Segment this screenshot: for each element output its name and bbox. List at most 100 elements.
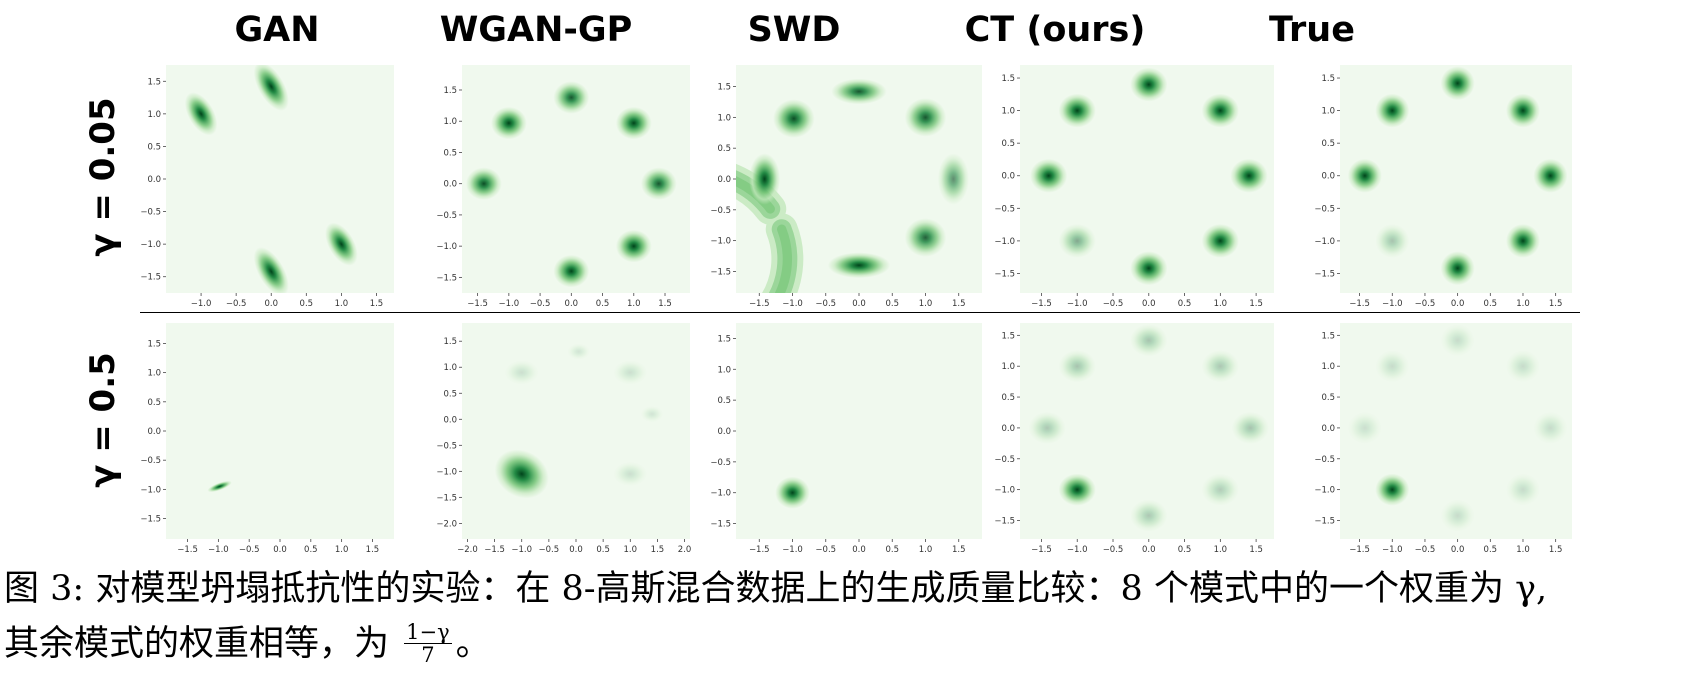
- heatmap-g005-0: 1.5 1.0 0.5 0.0 −0.5 −1.0 −1.5 −1.0 −0.5 0.0 0.5 1.…: [140, 65, 394, 309]
- y-tick-label: 0.0: [717, 175, 731, 185]
- y-tick-label: −1.0: [140, 240, 161, 250]
- y-tick-label: 0.5: [147, 142, 161, 152]
- x-tick-label: 0.0: [264, 299, 278, 309]
- column-title-ct: CT (ours): [964, 10, 1146, 50]
- density-mode: [1375, 473, 1410, 506]
- y-tick-label: −1.0: [436, 467, 457, 477]
- plot-background: [166, 323, 394, 539]
- density-mode: [1440, 499, 1475, 532]
- y-tick-label: 1.5: [1321, 331, 1335, 341]
- y-tick-label: −0.5: [710, 458, 731, 468]
- x-tick-label: 0.0: [852, 299, 866, 309]
- density-mode: [1130, 67, 1168, 102]
- y-tick-label: 0.0: [1001, 424, 1015, 434]
- density-mode: [1230, 158, 1268, 193]
- density-mode: [1201, 93, 1239, 128]
- heatmap-g05-0: 1.5 1.0 0.5 0.0 −0.5 −1.0 −1.5 −1.5 −1.0 −0.5 0.0 0…: [140, 323, 394, 555]
- x-tick-label: 0.0: [569, 545, 583, 555]
- density-mode: [1201, 473, 1239, 506]
- y-tick-label: 0.0: [1321, 172, 1335, 182]
- y-tick-label: −0.5: [1314, 455, 1335, 465]
- density-mode: [494, 449, 549, 499]
- x-tick-label: −1.0: [1067, 545, 1088, 555]
- caption-label: 图 3:: [4, 569, 85, 609]
- plot-background: [736, 323, 982, 539]
- y-tick-label: 0.0: [1001, 172, 1015, 182]
- x-tick-label: 1.0: [919, 545, 933, 555]
- fraction-denominator: 7: [421, 643, 435, 667]
- density-mode: [1130, 251, 1168, 286]
- x-tick-label: −0.5: [226, 299, 247, 309]
- density-mode: [1058, 473, 1096, 506]
- y-tick-label: −1.0: [994, 237, 1015, 247]
- caption-text-2: 其余模式的权重相等，为: [4, 624, 390, 664]
- y-tick-label: −1.5: [140, 515, 161, 525]
- caption-fraction: 1−γ 7: [404, 621, 452, 666]
- x-tick-label: 0.0: [1142, 299, 1156, 309]
- x-tick-label: −1.0: [511, 545, 532, 555]
- y-tick-label: 0.5: [147, 398, 161, 408]
- y-tick-label: −1.0: [436, 242, 457, 252]
- y-tick-label: −1.5: [1314, 269, 1335, 279]
- x-tick-label: −0.5: [530, 299, 551, 309]
- density-mode: [613, 461, 648, 487]
- y-tick-label: −0.5: [436, 211, 457, 221]
- x-tick-label: −1.0: [1382, 545, 1403, 555]
- x-tick-label: 0.5: [1484, 299, 1498, 309]
- x-tick-label: 0.0: [273, 545, 287, 555]
- density-mode: [615, 229, 652, 263]
- x-tick-label: −0.5: [239, 545, 260, 555]
- x-tick-label: −1.5: [1349, 545, 1370, 555]
- y-tick-label: 1.0: [147, 369, 161, 379]
- density-mode: [207, 480, 232, 493]
- x-tick-label: −0.5: [1415, 299, 1436, 309]
- y-tick-label: 1.0: [443, 117, 457, 127]
- y-tick-label: 1.0: [1321, 107, 1335, 117]
- x-tick-label: −1.0: [208, 545, 229, 555]
- y-tick-label: 1.5: [1321, 74, 1335, 84]
- x-tick-label: 1.5: [1549, 299, 1563, 309]
- x-tick-label: −1.5: [749, 299, 770, 309]
- density-mode: [831, 78, 887, 105]
- y-tick-label: −0.5: [994, 204, 1015, 214]
- y-tick-label: −1.5: [436, 493, 457, 503]
- density-mode: [253, 247, 289, 293]
- heatmap-g05-4: 1.5 1.0 0.5 0.0 −0.5 −1.0 −1.5 −1.5 −1.0 −0.5 0.0 0…: [1314, 323, 1572, 555]
- density-mode: [937, 153, 969, 205]
- y-tick-label: −2.0: [436, 519, 457, 529]
- y-tick-label: 0.5: [443, 148, 457, 158]
- row-separator: [140, 312, 1580, 313]
- density-mode: [613, 360, 648, 385]
- density-mode: [567, 343, 591, 360]
- x-tick-label: −1.5: [1031, 299, 1052, 309]
- density-mode: [490, 106, 527, 140]
- x-tick-label: 0.0: [565, 299, 579, 309]
- x-tick-label: 0.0: [1451, 299, 1465, 309]
- x-tick-label: 1.0: [335, 545, 349, 555]
- density-mode: [904, 218, 947, 257]
- x-tick-label: −1.0: [1382, 299, 1403, 309]
- x-tick-label: 1.0: [1214, 299, 1228, 309]
- y-tick-label: 1.0: [717, 365, 731, 375]
- density-mode: [1030, 158, 1068, 193]
- x-tick-label: −1.5: [467, 299, 488, 309]
- y-tick-label: 0.0: [1321, 424, 1335, 434]
- y-tick-label: −1.5: [1314, 516, 1335, 526]
- y-tick-label: 1.5: [1001, 331, 1015, 341]
- figure: GAN WGAN-GP SWD CT (ours) True γ = 0.05 …: [83, 10, 1580, 555]
- y-tick-label: 1.0: [717, 113, 731, 123]
- density-mode: [775, 476, 810, 509]
- x-tick-label: 1.5: [952, 545, 966, 555]
- heatmap-g05-3: 1.5 1.0 0.5 0.0 −0.5 −1.0 −1.5 −1.5 −1.0 −0.5 0.0 0…: [994, 323, 1274, 555]
- x-tick-label: 0.5: [885, 299, 899, 309]
- density-mode: [1201, 350, 1239, 383]
- density-mode: [1058, 93, 1096, 128]
- y-tick-label: −0.5: [436, 441, 457, 451]
- y-tick-label: −1.0: [1314, 237, 1335, 247]
- x-tick-label: −1.0: [782, 545, 803, 555]
- density-mode: [1505, 350, 1540, 383]
- y-tick-label: 1.5: [1001, 74, 1015, 84]
- x-tick-label: −1.0: [191, 299, 212, 309]
- y-tick-label: 0.5: [1001, 139, 1015, 149]
- y-tick-label: −1.5: [140, 273, 161, 283]
